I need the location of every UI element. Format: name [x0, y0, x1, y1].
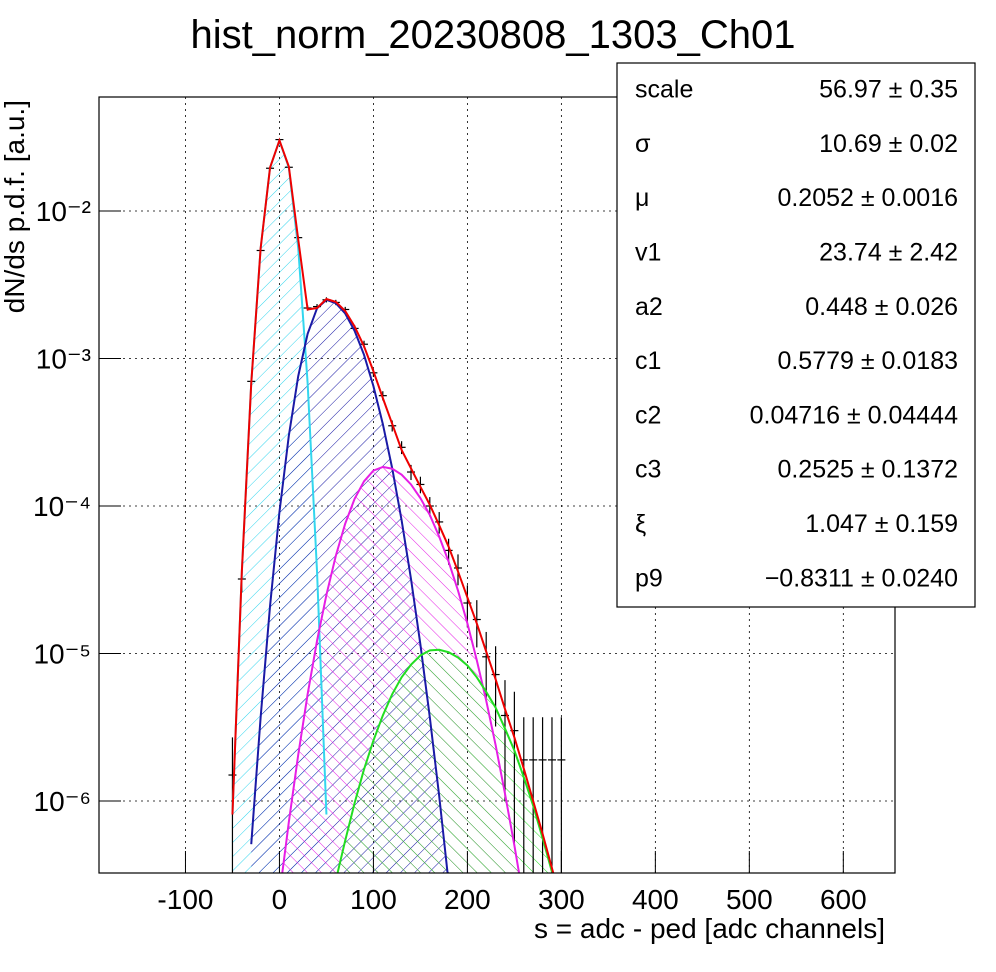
stat-name: c3: [635, 456, 661, 484]
stat-value: 56.97 ± 0.35: [819, 76, 958, 104]
stat-value: 0.448 ± 0.026: [805, 293, 958, 321]
stat-value: 1.047 ± 0.159: [805, 510, 958, 538]
stat-name: ξ: [635, 510, 646, 538]
x-tick-label: 500: [726, 884, 773, 915]
stat-name: σ: [635, 130, 651, 158]
fit-curve: [250, 298, 449, 873]
y-tick-label: 10⁻⁶: [34, 786, 91, 817]
stat-value: 0.2525 ± 0.1372: [777, 456, 958, 484]
y-tick-label: 10⁻³: [36, 344, 91, 375]
x-tick-label: 400: [632, 884, 679, 915]
stat-name: c1: [635, 347, 661, 375]
x-tick-label: 300: [538, 884, 585, 915]
stat-name: scale: [635, 76, 693, 104]
chart-title: hist_norm_20230808_1303_Ch01: [191, 13, 796, 57]
area-fill: [337, 649, 552, 873]
x-axis-title: s = adc - ped [adc channels]: [534, 913, 885, 944]
stat-name: v1: [635, 239, 661, 267]
y-axis-title: dN/ds p.d.f. [a.u.]: [0, 100, 30, 313]
x-tick-label: 0: [272, 884, 288, 915]
y-tick-label: 10⁻²: [36, 196, 91, 227]
stat-value: 0.5779 ± 0.0183: [777, 347, 958, 375]
x-tick-label: 600: [820, 884, 867, 915]
stats-box: scale 56.97 ± 0.35 σ 10.69 ± 0.02 μ 0.2052 ± …: [616, 62, 976, 608]
x-tick-label: -100: [157, 884, 213, 915]
stat-name: p9: [635, 564, 663, 592]
stat-value: −0.8311 ± 0.0240: [765, 564, 958, 592]
stat-value: 23.74 ± 2.42: [819, 239, 958, 267]
x-tick-label: 100: [350, 884, 397, 915]
fit-curve: [231, 137, 555, 873]
stat-name: a2: [635, 293, 663, 321]
fit-curve: [336, 648, 553, 873]
y-tick-label: 10⁻⁵: [33, 639, 91, 670]
stat-name: c2: [635, 401, 661, 429]
stat-value: 10.69 ± 0.02: [819, 130, 958, 158]
stat-value: 0.2052 ± 0.0016: [777, 184, 958, 212]
stat-value: 0.04716 ± 0.04444: [750, 401, 958, 429]
x-tick-label: 200: [444, 884, 491, 915]
y-tick-label: 10⁻⁴: [33, 491, 91, 522]
axes: -100 0 100 200 300 400 500 600 10⁻² 10⁻³ 10⁻⁴ 10⁻⁵ 1…: [33, 196, 867, 915]
stats-frame: [616, 62, 976, 608]
stat-name: μ: [635, 184, 649, 212]
plot-area: [228, 137, 566, 873]
